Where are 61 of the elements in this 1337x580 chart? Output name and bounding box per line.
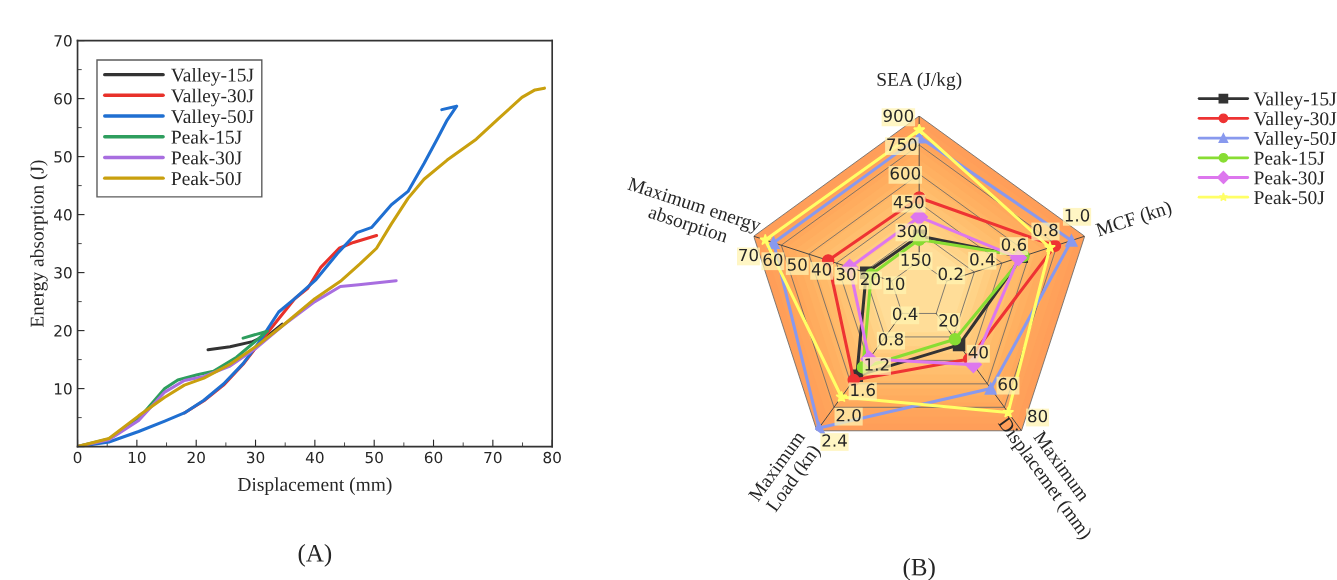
legend-label: Valley-50J [1253, 131, 1337, 150]
y-tick-label: 40 [53, 209, 72, 221]
y-tick-label: 30 [54, 267, 72, 279]
x-tick-label: 10 [128, 451, 146, 464]
x-tick-label: 20 [187, 451, 205, 464]
text: 0.8 [878, 332, 904, 346]
text: 40 [968, 345, 988, 359]
text: 20 [939, 314, 959, 327]
text: 150 [901, 253, 931, 267]
x-axis-title: Displacement (mm) [237, 477, 392, 495]
text: 2.0 [836, 408, 861, 422]
legend-label: Valley-50J [171, 109, 254, 128]
y-tick-label: 70 [54, 35, 72, 47]
x-tick-label: 30 [246, 451, 265, 464]
y-tick-label: 60 [54, 93, 72, 105]
y-axis-title: Energy absorption (J) [30, 160, 48, 328]
text: 20 [861, 272, 880, 286]
text: (B) [903, 557, 935, 580]
text: 750 [887, 138, 917, 151]
text: 60 [998, 377, 1018, 391]
text: 2.4 [822, 434, 847, 447]
text: 0.2 [938, 267, 963, 281]
x-tick-label: 0 [73, 451, 82, 464]
x-tick-label: 60 [424, 451, 443, 464]
legend-label: Valley-15J [171, 67, 254, 86]
text: 0.6 [1001, 238, 1027, 251]
text: (A) [298, 544, 332, 567]
text: 450 [893, 195, 924, 209]
spoke-label: MCF (kn) [1094, 199, 1174, 241]
legend-label: Valley-15J [1253, 91, 1337, 110]
y-tick-label: 50 [54, 151, 72, 163]
text: 1.6 [851, 383, 875, 397]
legend-label: Peak-30J [1254, 170, 1325, 185]
x-tick-label: 40 [305, 451, 324, 464]
legend-label: Peak-50J [1254, 190, 1325, 205]
text: 70 [739, 248, 758, 262]
legend-label: Valley-30J [1253, 111, 1337, 130]
y-tick-label: 10 [54, 383, 72, 395]
text: 300 [897, 224, 928, 238]
legend-label: Peak-15J [1254, 151, 1325, 165]
text: 30 [836, 267, 856, 281]
text: 600 [890, 167, 921, 180]
x-tick-label: 70 [484, 451, 502, 464]
x-tick-label: 50 [365, 451, 383, 464]
text: 10 [886, 277, 905, 291]
text: 60 [763, 253, 783, 267]
text: 900 [883, 109, 914, 123]
spoke-label: SEA (J/kg) [877, 72, 962, 91]
text: 0.4 [970, 252, 995, 266]
y-tick-label: 20 [54, 325, 72, 337]
text: 0.8 [1033, 223, 1058, 237]
legend-label: Peak-50J [171, 171, 242, 186]
legend-label: Peak-15J [171, 130, 242, 144]
text: 1.2 [865, 358, 889, 371]
text: 0.4 [892, 307, 918, 321]
legend-label: Valley-30J [171, 88, 254, 107]
text: 50 [787, 258, 807, 271]
text: 1.0 [1065, 209, 1090, 222]
legend-label: Peak-30J [171, 150, 242, 165]
text: 40 [811, 263, 832, 276]
x-tick-label: 80 [543, 451, 561, 464]
